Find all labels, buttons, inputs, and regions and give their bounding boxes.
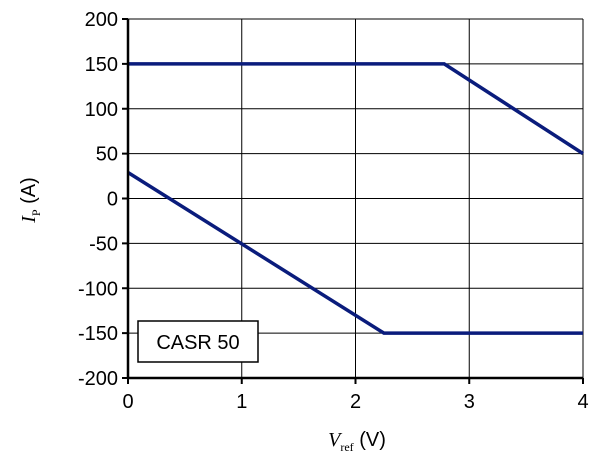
x-axis-label-main: V — [328, 429, 343, 451]
y-axis-label: IP (A) — [18, 177, 43, 224]
y-tick-label: -150 — [78, 323, 118, 345]
y-tick-label: -100 — [78, 278, 118, 300]
grid — [127, 18, 584, 379]
y-axis-label-unit: (A) — [18, 177, 40, 209]
annotation-label: CASR 50 — [156, 332, 239, 354]
x-axis-label-unit: (V) — [354, 429, 386, 451]
x-tick-label: 2 — [350, 391, 361, 413]
axes — [122, 18, 584, 384]
series-line-1 — [128, 62, 584, 156]
x-tick-labels: 0 1 2 3 4 — [122, 391, 588, 413]
x-tick-label: 4 — [577, 391, 588, 413]
y-axis-label-main: I — [18, 215, 40, 224]
y-tick-label: 200 — [85, 9, 118, 31]
y-tick-label: 0 — [107, 189, 118, 211]
x-tick-label: 1 — [236, 391, 247, 413]
y-tick-labels: 200 150 100 50 0 -50 -100 -150 -200 — [78, 9, 118, 390]
y-axis-label-sub: P — [29, 209, 43, 216]
series-line-2 — [127, 170, 583, 335]
y-tick-label: -200 — [78, 368, 118, 390]
y-tick-label: 50 — [96, 144, 118, 166]
y-tick-label: -50 — [89, 233, 118, 255]
x-tick-label: 3 — [464, 391, 475, 413]
annotation-frame — [137, 320, 259, 363]
x-axis-label: Vref (V) — [328, 429, 386, 453]
series-group — [127, 62, 584, 335]
x-axis-label-sub: ref — [340, 440, 353, 453]
y-tick-label: 150 — [85, 54, 118, 76]
annotation-box: CASR 50 — [137, 320, 259, 363]
y-tick-label: 100 — [85, 99, 118, 121]
x-tick-label: 0 — [122, 391, 133, 413]
